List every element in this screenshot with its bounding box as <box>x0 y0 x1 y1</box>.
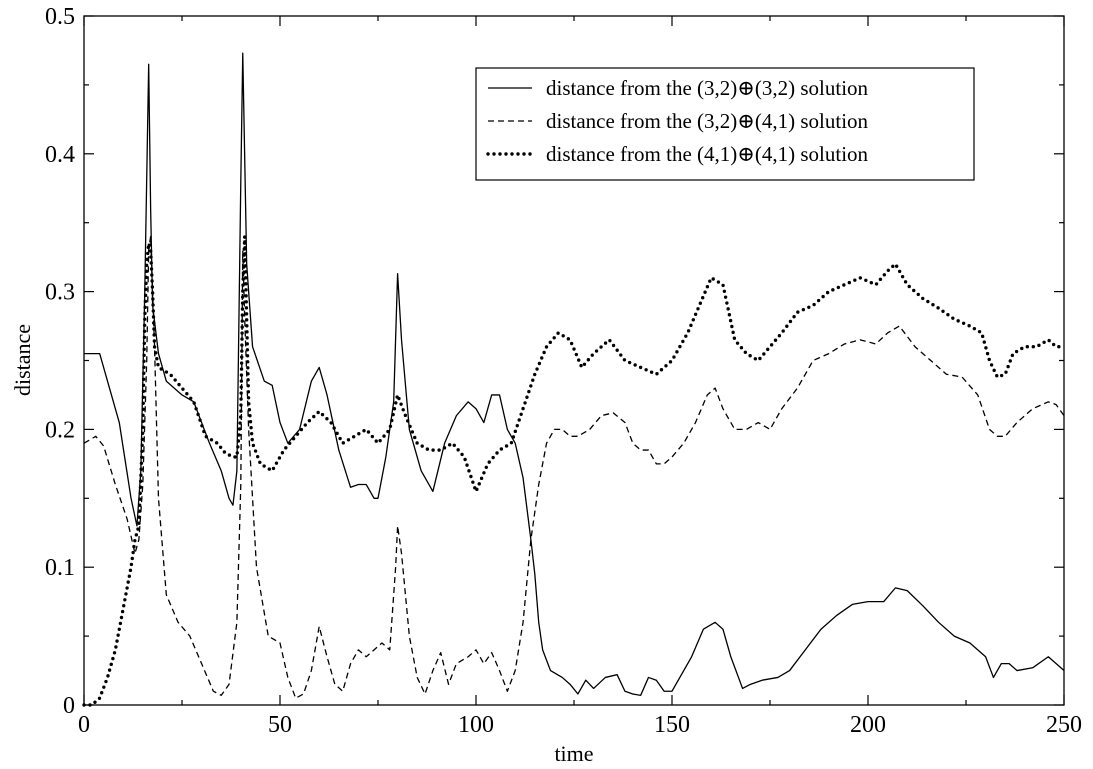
x-tick-label: 150 <box>654 712 690 738</box>
legend-label-1: distance from the (3,2)⊕(3,2) solution <box>546 76 869 100</box>
series-layer <box>82 52 1066 707</box>
series-line-1 <box>84 52 1065 696</box>
legend-box <box>475 67 975 181</box>
y-tick-label: 0.1 <box>45 555 75 581</box>
y-tick-label: 0.5 <box>45 4 75 30</box>
y-tick-label: 0.3 <box>45 280 75 306</box>
y-tick-label: 0.4 <box>45 142 75 168</box>
legend: distance from the (3,2)⊕(3,2) solution di… <box>475 67 975 181</box>
legend-label-2: distance from the (3,2)⊕(4,1) solution <box>546 109 869 133</box>
y-axis-label: distance <box>10 324 35 396</box>
x-tick-label: 250 <box>1046 712 1082 738</box>
legend-label-3: distance from the (4,1)⊕(4,1) solution <box>546 142 869 166</box>
series-line-2 <box>83 235 1065 699</box>
series-line-3 <box>82 234 1066 707</box>
x-tick-label: 50 <box>268 712 292 738</box>
plot-frame <box>83 15 1065 706</box>
x-axis-label: time <box>554 741 593 766</box>
tick-labels-layer: 0 50 100 150 200 250 0 0.1 0.2 0.3 0.4 0.5 <box>45 4 1082 738</box>
y-tick-label: 0.2 <box>45 417 75 443</box>
x-tick-label: 0 <box>78 712 90 738</box>
x-tick-label: 100 <box>458 712 494 738</box>
x-tick-label: 200 <box>850 712 886 738</box>
y-tick-label: 0 <box>63 693 75 719</box>
